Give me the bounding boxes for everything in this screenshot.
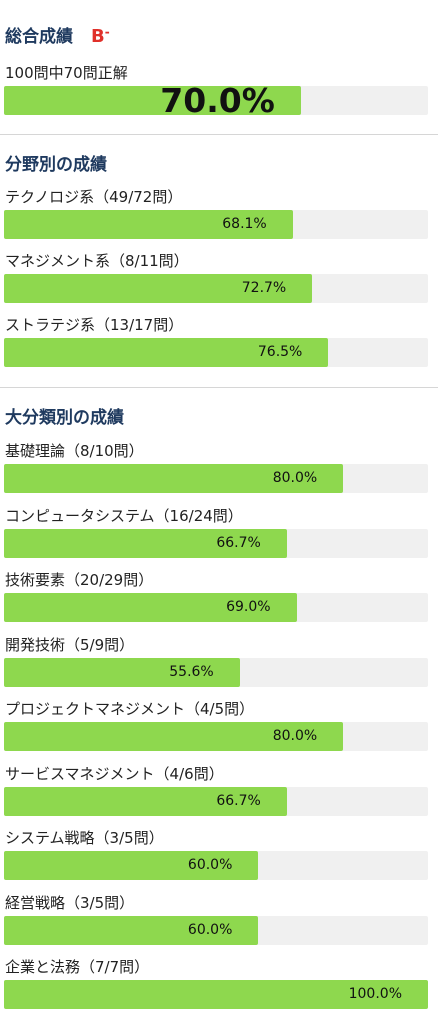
- overall-title: 総合成績 B-: [5, 22, 110, 47]
- score-bar-fill: [4, 338, 329, 367]
- score-bar: 60.0%: [4, 915, 428, 945]
- score-bar-fill: [4, 657, 240, 687]
- divider: [0, 134, 438, 135]
- score-label: マネジメント系（8/11問）: [5, 252, 189, 270]
- overall-percent: 70.0%: [160, 81, 275, 120]
- grade-suffix: -: [104, 25, 110, 39]
- score-percent: 100.0%: [348, 986, 402, 1002]
- score-percent: 68.1%: [222, 216, 267, 232]
- score-percent: 55.6%: [169, 663, 214, 680]
- score-bar: 66.7%: [4, 528, 428, 558]
- score-bar: 60.0%: [4, 851, 428, 880]
- score-bar: 80.0%: [4, 722, 428, 751]
- score-bar-fill: [4, 722, 344, 751]
- score-label: 開発技術（5/9問）: [5, 635, 135, 654]
- score-bar-fill: [4, 851, 259, 880]
- overall-progress-bar: 70.0%: [4, 81, 428, 120]
- score-label: 基礎理論（8/10問）: [5, 442, 144, 460]
- score-bar: 80.0%: [4, 464, 428, 493]
- score-bar: 69.0%: [4, 593, 428, 622]
- score-label: 企業と法務（7/7問）: [5, 958, 150, 976]
- score-percent: 60.0%: [187, 921, 233, 938]
- grade-badge: B-: [91, 25, 110, 47]
- score-bar: 68.1%: [4, 210, 428, 239]
- category-section-title: 大分類別の成績: [5, 408, 124, 428]
- divider: [0, 387, 438, 388]
- score-label: テクノロジ系（49/72問）: [5, 188, 183, 206]
- score-percent: 80.0%: [272, 470, 318, 486]
- score-percent: 66.7%: [216, 534, 261, 551]
- score-percent: 60.0%: [187, 857, 233, 873]
- score-label: ストラテジ系（13/17問）: [5, 316, 184, 334]
- score-percent: 76.5%: [257, 344, 303, 360]
- score-bar-fill: [4, 915, 259, 945]
- overall-title-text: 総合成績: [5, 27, 73, 47]
- score-bar-fill: [4, 528, 287, 558]
- overall-summary: 100問中70問正解: [5, 64, 128, 82]
- overall-progress-fill: [4, 86, 301, 115]
- score-label: 経営戦略（3/5問）: [5, 893, 135, 912]
- score-bar: 55.6%: [4, 657, 428, 687]
- score-label: コンピュータシステム（16/24問）: [5, 506, 243, 525]
- score-bar: 76.5%: [4, 338, 428, 367]
- score-bar-fill: [4, 980, 428, 1009]
- score-bar-fill: [4, 464, 344, 493]
- score-bar-fill: [4, 593, 297, 622]
- score-bar-fill: [4, 210, 293, 239]
- score-percent: 66.7%: [216, 792, 261, 809]
- score-bar: 66.7%: [4, 786, 428, 816]
- score-bar-fill: [4, 274, 313, 303]
- score-label: 技術要素（20/29問）: [5, 571, 154, 589]
- score-bar: 72.7%: [4, 274, 428, 303]
- score-percent: 72.7%: [241, 280, 287, 296]
- field-section-title: 分野別の成績: [5, 155, 107, 175]
- score-label: サービスマネジメント（4/6問）: [5, 764, 224, 783]
- score-label: プロジェクトマネジメント（4/5問）: [5, 700, 255, 718]
- score-label: システム戦略（3/5問）: [5, 829, 164, 847]
- score-bar-fill: [4, 786, 287, 816]
- score-percent: 69.0%: [226, 599, 271, 615]
- score-bar: 100.0%: [4, 980, 428, 1009]
- score-percent: 80.0%: [272, 728, 318, 744]
- grade-letter: B: [91, 26, 105, 47]
